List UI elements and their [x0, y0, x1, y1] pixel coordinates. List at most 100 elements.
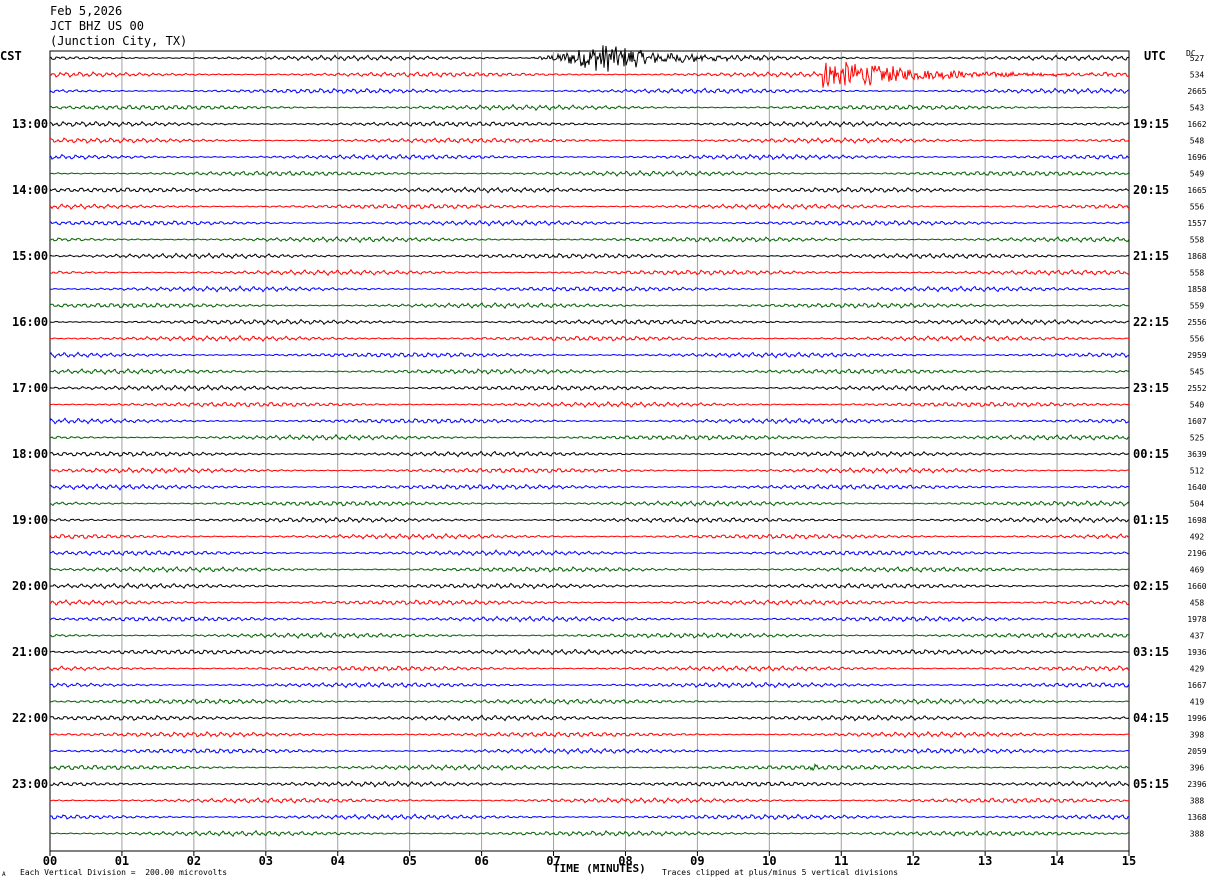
dc-offset-9: 556 [1190, 203, 1205, 212]
trace-35 [49, 631, 1130, 639]
dc-offset-43: 396 [1190, 764, 1205, 773]
trace-28 [49, 516, 1130, 524]
x-tick-label-11: 11 [834, 854, 848, 868]
right-hour-label: 05:15 [1133, 777, 1169, 791]
trace-10 [49, 219, 1130, 227]
dc-offset-4: 1662 [1187, 120, 1206, 129]
trace-7 [50, 169, 1130, 178]
dc-offset-42: 2059 [1187, 747, 1206, 756]
trace-2 [49, 87, 1129, 95]
x-tick-label-00: 00 [43, 854, 57, 868]
dc-offset-46: 1368 [1187, 813, 1206, 822]
station-label: JCT BHZ US 00 [50, 19, 144, 33]
x-tick-label-07: 07 [546, 854, 560, 868]
x-tick-label-13: 13 [978, 854, 992, 868]
dc-offset-28: 1698 [1187, 516, 1206, 525]
scale-note: Each Vertical Division = 200.00 microvol… [20, 868, 228, 877]
trace-47 [49, 829, 1130, 838]
x-axis-label: TIME (MINUTES) [553, 862, 646, 875]
dc-offset-25: 512 [1190, 467, 1205, 476]
right-hour-label: 04:15 [1133, 711, 1169, 725]
trace-32 [49, 582, 1130, 590]
left-hour-label: 13:00 [12, 117, 48, 131]
right-hour-label: 03:15 [1133, 645, 1169, 659]
dc-offset-29: 492 [1190, 533, 1205, 542]
trace-45 [49, 797, 1130, 804]
dc-offset-13: 558 [1190, 269, 1205, 278]
trace-21 [49, 400, 1130, 409]
trace-4 [49, 120, 1130, 128]
dc-offset-12: 1868 [1187, 252, 1206, 261]
dc-offset-37: 429 [1190, 665, 1205, 674]
dc-offset-7: 549 [1190, 170, 1205, 179]
dc-offset-31: 469 [1190, 566, 1205, 575]
dc-offset-27: 504 [1190, 500, 1205, 509]
dc-offset-22: 1607 [1187, 417, 1206, 426]
trace-38 [49, 681, 1130, 689]
left-hour-label: 17:00 [12, 381, 48, 395]
x-tick-label-02: 02 [187, 854, 201, 868]
trace-46 [49, 813, 1130, 821]
dc-offset-47: 388 [1190, 830, 1205, 839]
dc-offset-1: 534 [1190, 71, 1205, 80]
right-hour-label: 21:15 [1133, 249, 1169, 263]
dc-offset-38: 1667 [1187, 681, 1206, 690]
plot-frame [49, 50, 1130, 852]
trace-1 [50, 61, 1130, 88]
x-tick-label-15: 15 [1122, 854, 1136, 868]
dc-offset-10: 1557 [1187, 219, 1206, 228]
clip-note: Traces clipped at plus/minus 5 vertical … [662, 868, 899, 877]
left-hour-label: 22:00 [12, 711, 48, 725]
dc-offset-33: 458 [1190, 599, 1205, 608]
trace-22 [49, 417, 1130, 425]
x-tick-label-08: 08 [618, 854, 632, 868]
x-tick-label-03: 03 [259, 854, 273, 868]
dc-offset-35: 437 [1190, 632, 1205, 641]
trace-6 [49, 153, 1130, 161]
trace-14 [49, 285, 1130, 293]
trace-3 [49, 103, 1130, 112]
right-hour-label: 02:15 [1133, 579, 1169, 593]
x-tick-label-09: 09 [690, 854, 704, 868]
x-tick-label-10: 10 [762, 854, 776, 868]
dc-offset-26: 1640 [1187, 483, 1206, 492]
dc-offset-8: 1665 [1187, 186, 1206, 195]
dc-offset-23: 525 [1190, 434, 1205, 443]
left-hour-label: 18:00 [12, 447, 48, 461]
dc-offset-20: 2552 [1187, 384, 1206, 393]
dc-offset-18: 2959 [1187, 351, 1206, 360]
right-hour-label: 20:15 [1133, 183, 1169, 197]
dc-offset-11: 558 [1190, 236, 1205, 245]
left-hour-label: 15:00 [12, 249, 48, 263]
x-tick-label-12: 12 [906, 854, 920, 868]
x-tick-label-05: 05 [402, 854, 416, 868]
dc-header-label: DC [1186, 49, 1196, 58]
dc-offset-5: 548 [1190, 137, 1205, 146]
right-hour-label: 00:15 [1133, 447, 1169, 461]
x-tick-label-06: 06 [474, 854, 488, 868]
right-timezone-label: UTC [1144, 49, 1166, 63]
left-hour-label: 23:00 [12, 777, 48, 791]
dc-offset-30: 2196 [1187, 549, 1206, 558]
trace-44 [49, 780, 1130, 788]
dc-offset-34: 1978 [1187, 615, 1206, 624]
trace-0 [49, 45, 1130, 72]
trace-39 [49, 697, 1130, 705]
dc-offset-32: 1660 [1187, 582, 1206, 591]
left-hour-label: 14:00 [12, 183, 48, 197]
trace-11 [49, 236, 1130, 244]
trace-27 [49, 500, 1130, 507]
trace-37 [49, 665, 1130, 672]
dc-offset-21: 540 [1190, 401, 1205, 410]
trace-5 [50, 136, 1130, 144]
trace-17 [49, 334, 1130, 343]
trace-20 [49, 384, 1130, 392]
dc-offset-14: 1858 [1187, 285, 1206, 294]
dc-offset-0: 527 [1190, 54, 1205, 63]
trace-25 [49, 466, 1130, 475]
left-hour-label: 19:00 [12, 513, 48, 527]
trace-18 [49, 351, 1130, 359]
dc-offset-24: 3639 [1187, 450, 1206, 459]
trace-41 [49, 730, 1130, 739]
